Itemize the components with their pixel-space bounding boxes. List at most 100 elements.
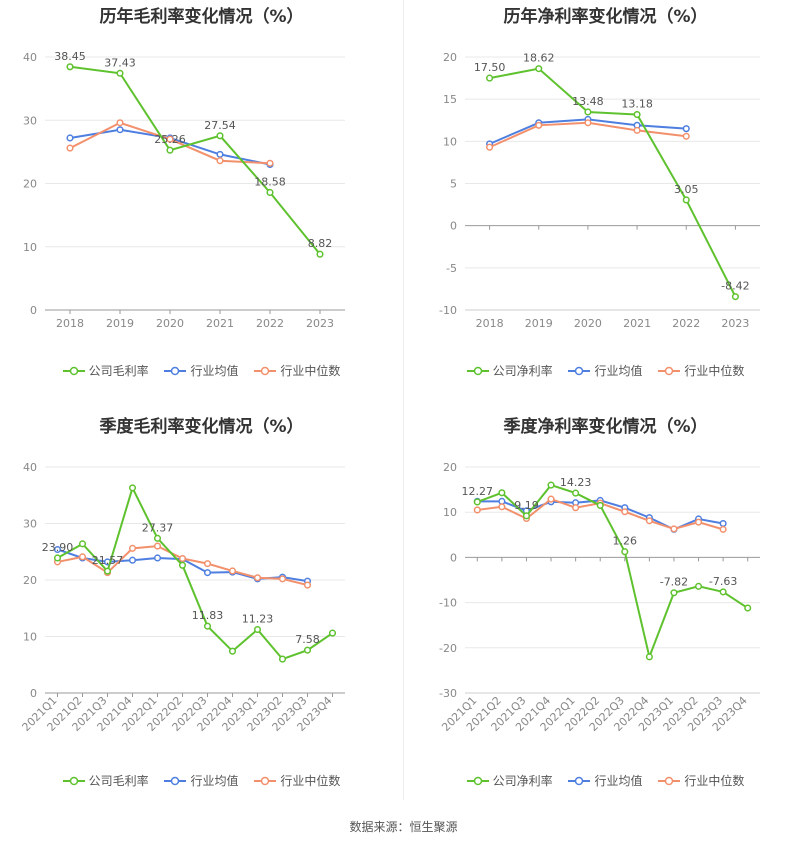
legend: 公司净利率 行业均值 行业中位数 — [404, 772, 807, 789]
data-point-median — [203, 560, 212, 568]
y-tick-label: 0 — [30, 687, 37, 700]
chart-annual-net-margin: 历年净利率变化情况（%） -10 -5 0 5 10 15 20 2018 2019 2020 20… — [404, 0, 807, 410]
x-tick-label: 2019 — [525, 317, 553, 330]
data-point-median — [178, 554, 187, 563]
data-label: 27.54 — [204, 119, 236, 132]
data-label: 8.82 — [308, 237, 333, 250]
data-point-company — [253, 626, 262, 634]
data-point-median — [78, 553, 87, 561]
legend-item-median[interactable]: 行业中位数 — [254, 362, 340, 379]
data-label: -7.63 — [709, 575, 737, 588]
y-tick-label: 30 — [23, 518, 37, 531]
data-label: 14.23 — [560, 476, 592, 489]
data-point-avg — [128, 556, 137, 564]
data-point-company — [166, 146, 174, 154]
data-point-median — [670, 525, 678, 533]
y-tick-label: -30 — [439, 687, 457, 700]
series-line-company — [57, 485, 334, 661]
data-point-avg — [682, 125, 690, 133]
data-point-median — [216, 157, 224, 165]
data-point-company — [522, 512, 531, 520]
data-point-company — [228, 647, 237, 655]
x-tick-label: 2023 — [306, 317, 334, 330]
x-tick-label: 2019 — [106, 317, 134, 330]
data-point-company — [178, 561, 187, 569]
data-point-median — [694, 518, 703, 526]
data-label: 9.19 — [514, 499, 539, 512]
legend-item-avg[interactable]: 行业均值 — [568, 772, 643, 789]
data-label: 1.26 — [613, 535, 638, 548]
data-label: 11.83 — [192, 609, 224, 622]
data-point-median — [153, 542, 162, 550]
legend-item-avg[interactable]: 行业均值 — [164, 772, 239, 789]
y-tick-label: -10 — [439, 304, 457, 317]
series-line-company — [476, 483, 749, 661]
data-point-company — [584, 108, 592, 116]
y-tick-label: 5 — [450, 178, 457, 191]
y-tick-label: 20 — [23, 178, 37, 191]
x-tick-label: 2022 — [256, 317, 284, 330]
x-tick-label: 2021 — [623, 317, 651, 330]
data-point-median — [128, 544, 137, 552]
data-point-company — [66, 63, 74, 71]
chart-title: 历年毛利率变化情况（%） — [99, 7, 304, 27]
data-point-median — [166, 135, 174, 143]
data-point-median — [486, 143, 494, 151]
data-point-company — [670, 589, 678, 597]
y-tick-label: 10 — [443, 135, 457, 148]
x-tick-label: 2022 — [672, 317, 700, 330]
data-point-median — [253, 574, 262, 582]
y-tick-label: 20 — [443, 461, 457, 474]
data-point-avg — [719, 519, 727, 528]
data-point-company — [731, 293, 739, 301]
data-label: 27.37 — [142, 521, 174, 534]
data-point-company — [473, 498, 481, 506]
data-point-avg — [53, 545, 62, 554]
data-point-company — [682, 196, 690, 204]
data-point-company — [719, 588, 727, 596]
data-point-median — [278, 575, 287, 583]
chart-title: 季度净利率变化情况（%） — [503, 417, 708, 437]
data-point-company — [498, 489, 506, 497]
legend-item-company[interactable]: 公司净利率 — [466, 362, 553, 379]
y-tick-label: 0 — [450, 551, 457, 564]
y-tick-label: 20 — [443, 51, 457, 64]
legend-item-median[interactable]: 行业中位数 — [658, 362, 744, 379]
data-point-median — [473, 506, 481, 514]
y-tick-label: 0 — [450, 220, 457, 233]
legend-item-median[interactable]: 行业中位数 — [658, 772, 744, 789]
data-point-company — [278, 655, 287, 663]
legend-item-avg[interactable]: 行业均值 — [568, 362, 643, 379]
data-label: -8.42 — [721, 280, 749, 293]
data-point-company — [128, 484, 137, 492]
data-label: 7.58 — [295, 633, 320, 646]
y-tick-label: 15 — [443, 93, 457, 106]
panel-divider — [403, 0, 404, 800]
x-tick-label: 2020 — [156, 317, 184, 330]
legend-item-company[interactable]: 公司毛利率 — [62, 362, 149, 379]
y-tick-label: -20 — [439, 642, 457, 655]
data-point-median — [547, 495, 555, 503]
legend-item-avg[interactable]: 行业均值 — [164, 362, 239, 379]
data-label: 21.57 — [92, 554, 124, 567]
legend-item-median[interactable]: 行业中位数 — [254, 772, 340, 789]
data-point-median — [266, 159, 274, 167]
data-label: 38.45 — [54, 50, 86, 63]
data-point-company — [78, 540, 87, 548]
x-tick-label: 2021 — [206, 317, 234, 330]
legend-item-company[interactable]: 公司毛利率 — [62, 772, 149, 789]
data-label: 3.05 — [674, 183, 699, 196]
data-point-company — [744, 604, 752, 612]
legend-item-company[interactable]: 公司净利率 — [466, 772, 553, 789]
y-tick-label: 10 — [443, 506, 457, 519]
data-label: 18.58 — [254, 175, 286, 188]
data-point-median — [621, 508, 629, 516]
legend: 公司毛利率 行业均值 行业中位数 — [0, 362, 403, 379]
data-label: 37.43 — [104, 56, 136, 69]
data-point-company — [153, 534, 162, 542]
chart-title: 季度毛利率变化情况（%） — [99, 417, 304, 437]
x-tick-label: 2020 — [574, 317, 602, 330]
data-point-median — [682, 132, 690, 140]
data-point-median — [116, 119, 124, 127]
y-tick-label: 0 — [30, 304, 37, 317]
